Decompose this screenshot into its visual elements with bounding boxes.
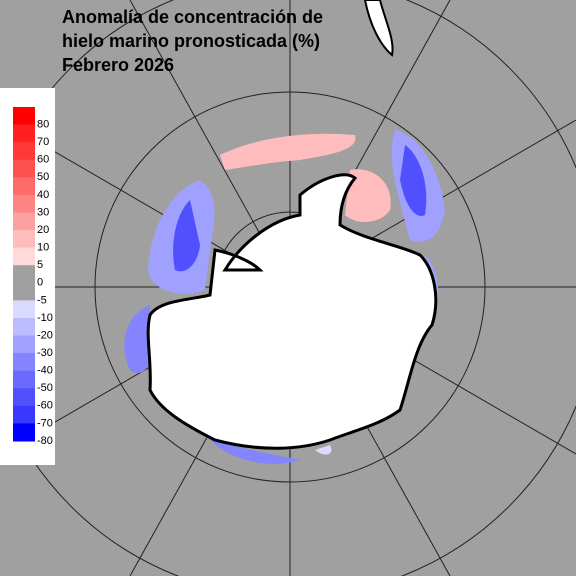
colorbar-swatch (13, 423, 35, 442)
colorbar-label: -30 (37, 347, 53, 359)
colorbar-label: -50 (37, 382, 53, 394)
colorbar-swatch (13, 230, 35, 249)
colorbar-label: 40 (37, 189, 49, 201)
colorbar-swatch (13, 282, 35, 301)
colorbar-label: 20 (37, 224, 49, 236)
colorbar-swatch (13, 388, 35, 407)
colorbar: 807060504030201050-5-10-20-30-40-50-60-7… (13, 107, 53, 447)
colorbar-label: -20 (37, 329, 53, 341)
colorbar-swatch (13, 177, 35, 196)
colorbar-label: -10 (37, 312, 53, 324)
anomaly-positive (220, 133, 391, 222)
colorbar-label: -5 (37, 294, 47, 306)
colorbar-swatch (13, 212, 35, 231)
colorbar-label: 0 (37, 277, 43, 289)
colorbar-swatch (13, 142, 35, 161)
colorbar-swatch (13, 335, 35, 354)
colorbar-label: -80 (37, 435, 53, 447)
colorbar-label: 80 (37, 118, 49, 130)
colorbar-swatch (13, 107, 35, 126)
colorbar-label: 60 (37, 154, 49, 166)
colorbar-swatch (13, 405, 35, 424)
colorbar-label: 70 (37, 136, 49, 148)
colorbar-label: -40 (37, 365, 53, 377)
colorbar-swatch (13, 300, 35, 319)
colorbar-swatch (13, 159, 35, 178)
colorbar-label: -60 (37, 400, 53, 412)
colorbar-label: 5 (37, 259, 43, 271)
south-america (363, 0, 394, 57)
title-line: hielo marino pronosticada (%) (62, 31, 320, 51)
colorbar-label: 50 (37, 171, 49, 183)
colorbar-swatch (13, 124, 35, 143)
colorbar-label: -70 (37, 417, 53, 429)
colorbar-swatch (13, 370, 35, 389)
colorbar-swatch (13, 353, 35, 372)
antarctica (146, 173, 438, 450)
colorbar-swatch (13, 265, 35, 284)
colorbar-label: 30 (37, 206, 49, 218)
colorbar-swatch (13, 194, 35, 213)
title-line: Febrero 2026 (62, 55, 174, 75)
anomaly-negative (124, 130, 445, 464)
colorbar-swatch (13, 317, 35, 337)
colorbar-label: 10 (37, 242, 49, 254)
colorbar-swatch (13, 247, 35, 266)
title-line: Anomalía de concentración de (62, 7, 323, 27)
title: Anomalía de concentración de hielo marin… (62, 7, 323, 75)
